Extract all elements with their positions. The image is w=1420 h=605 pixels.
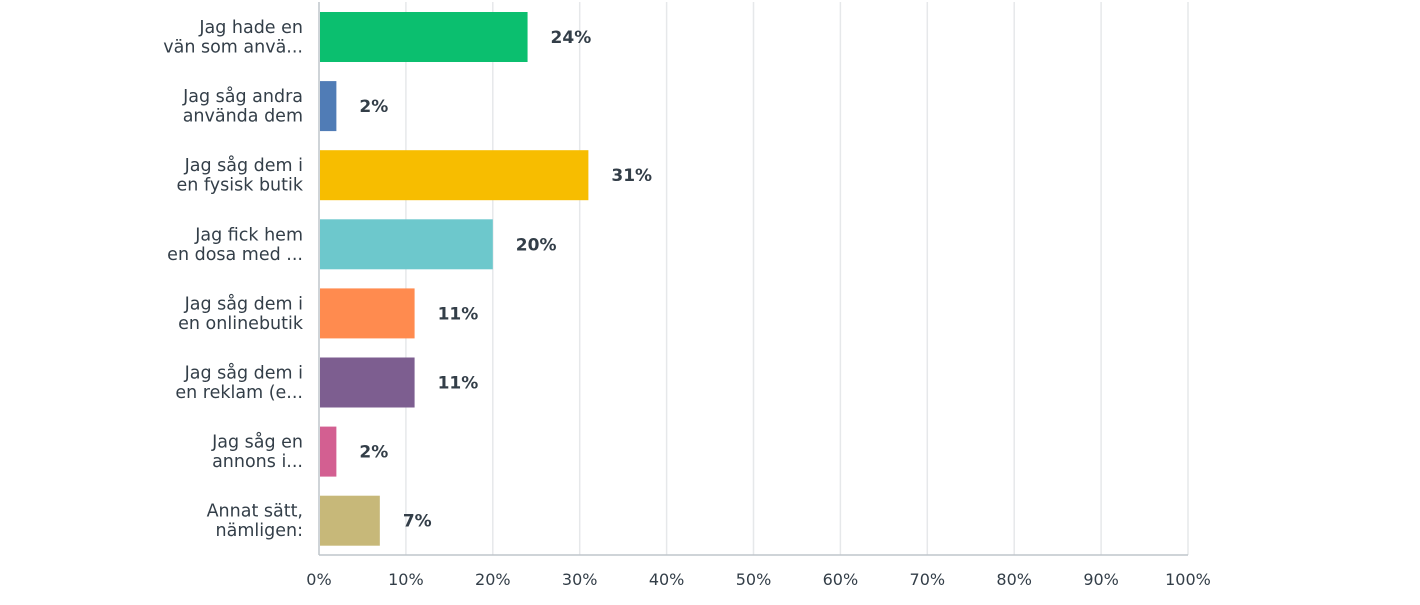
bar-layer — [320, 12, 589, 546]
category-label: nämligen: — [216, 521, 303, 541]
x-tick-label: 80% — [996, 570, 1032, 589]
data-label: 2% — [359, 97, 388, 117]
x-tick-label: 90% — [1083, 570, 1119, 589]
data-label: 31% — [611, 166, 652, 186]
category-label: en fysisk butik — [177, 176, 304, 196]
bar — [320, 357, 415, 408]
x-tick-label: 30% — [562, 570, 598, 589]
data-label: 11% — [438, 374, 479, 394]
data-label: 24% — [551, 28, 592, 48]
category-label: Jag såg dem i — [184, 155, 303, 176]
bar — [320, 81, 337, 132]
category-label: Jag såg andra — [182, 86, 303, 107]
category-label: Annat sätt, — [207, 502, 303, 522]
category-label: Jag såg en — [211, 432, 303, 453]
x-tick-label: 20% — [475, 570, 511, 589]
category-label: Jag hade en — [198, 18, 303, 38]
x-tick-label: 100% — [1165, 570, 1211, 589]
category-label: Jag såg dem i — [184, 293, 303, 314]
bar — [320, 150, 589, 201]
grid-layer — [405, 2, 1189, 555]
category-label: en reklam (e... — [175, 383, 303, 403]
bar — [320, 288, 415, 339]
x-tick-label: 0% — [306, 570, 331, 589]
data-label: 11% — [438, 304, 479, 324]
bar — [320, 219, 493, 270]
data-label: 20% — [516, 235, 557, 255]
axis-layer: 0% 10% 20% 30% 40% 50% 60% 70% 80% 90% 100% — [306, 2, 1211, 589]
category-label: vän som anvä... — [163, 38, 303, 58]
bar — [320, 495, 380, 546]
category-label: en onlinebutik — [178, 314, 304, 334]
data-label: 7% — [403, 512, 432, 532]
category-label: Jag fick hem — [194, 225, 303, 245]
category-label: använda dem — [183, 107, 303, 127]
x-tick-label: 60% — [823, 570, 859, 589]
x-tick-label: 10% — [388, 570, 424, 589]
bar — [320, 12, 528, 62]
bar — [320, 426, 337, 477]
x-tick-label: 50% — [736, 570, 772, 589]
x-tick-label: 40% — [649, 570, 685, 589]
data-label: 2% — [359, 443, 388, 463]
category-label: annons i... — [212, 452, 303, 472]
x-tick-label: 70% — [910, 570, 946, 589]
category-label: en dosa med ... — [167, 245, 303, 265]
category-label: Jag såg dem i — [184, 363, 303, 384]
